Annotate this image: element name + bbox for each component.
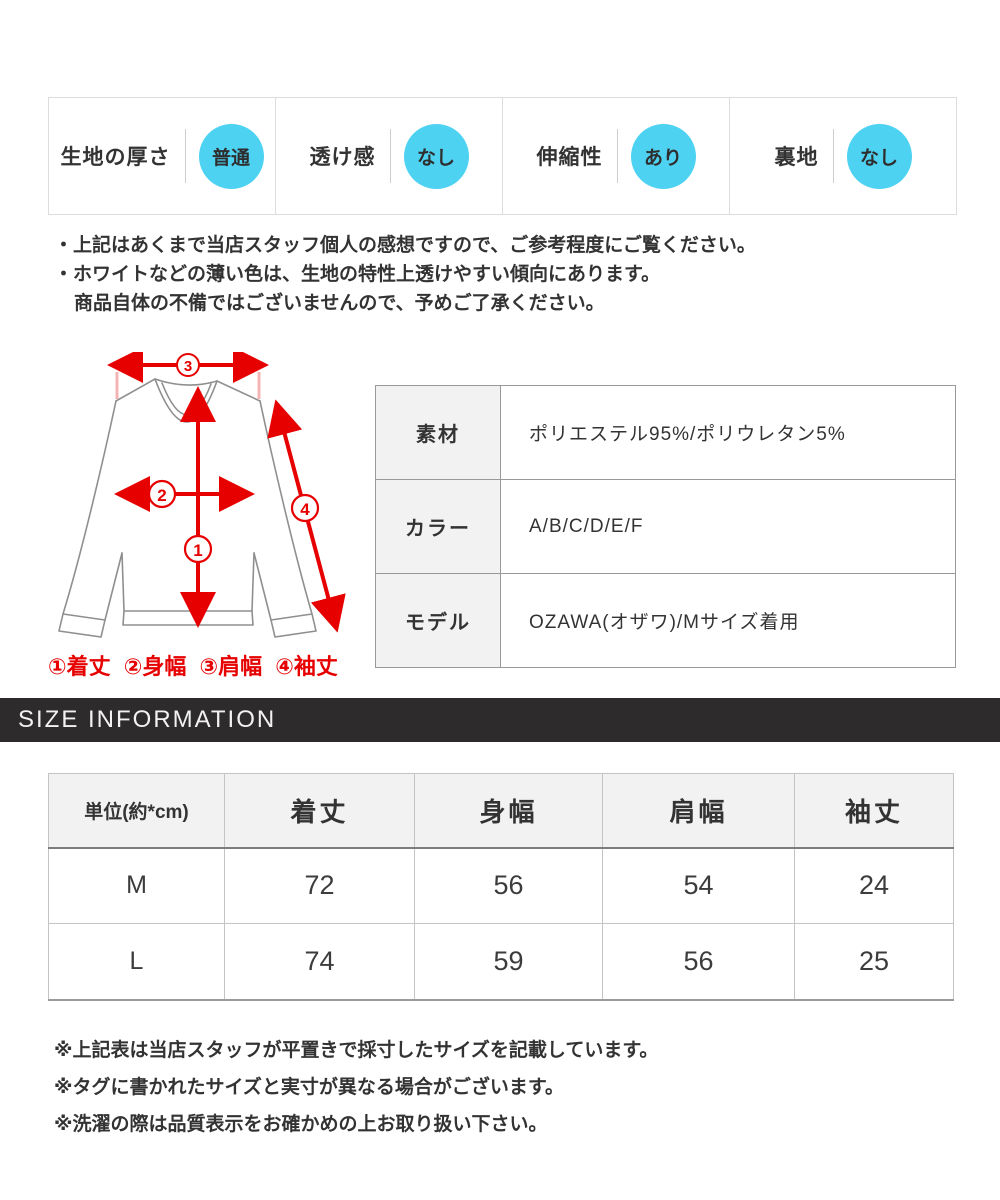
- fabric-thickness-cell: 生地の厚さ 普通: [49, 98, 275, 214]
- lining-value-badge: なし: [846, 123, 912, 189]
- color-value: A/B/C/D/E/F: [500, 479, 956, 574]
- size-m-body-width: 56: [414, 847, 603, 924]
- transparency-value-badge: なし: [403, 123, 469, 189]
- shirt-diagram-svg: 3 1 2 4: [58, 352, 346, 638]
- lining-cell: 裏地 なし: [729, 98, 956, 214]
- fabric-thickness-value-badge: 普通: [198, 123, 264, 189]
- transparency-label: 透け感: [309, 146, 376, 169]
- size-m-shoulder-width: 54: [602, 847, 795, 924]
- size-information-header-bar: SIZE INFORMATION: [0, 698, 1000, 742]
- legend-item-length: ①着丈: [48, 654, 111, 679]
- measurement-legend: ①着丈 ②身幅 ③肩幅 ④袖丈: [48, 649, 360, 681]
- stretch-label: 伸縮性: [536, 146, 603, 169]
- stretch-cell: 伸縮性 あり: [502, 98, 729, 214]
- material-label: 素材: [375, 385, 501, 480]
- note-line: ・上記はあくまで当店スタッフ個人の感想ですので、ご参考程度にご覧ください。: [54, 235, 756, 256]
- legend-item-body-width: ②身幅: [123, 654, 187, 679]
- unit-header: 単位(約*cm): [48, 773, 225, 849]
- garment-measurement-diagram: 3 1 2 4 ①着丈 ②身幅 ③肩幅 ④袖丈: [48, 352, 360, 681]
- divider: [616, 129, 618, 183]
- material-value: ポリエステル95%/ポリウレタン5%: [500, 385, 956, 480]
- shirt-outline: [58, 378, 317, 638]
- body-width-header: 身幅: [414, 773, 603, 849]
- spec-row-model: モデル OZAWA(オザワ)/Mサイズ着用: [375, 573, 956, 668]
- length-number: 1: [193, 541, 202, 560]
- disclaimer-line: ※タグに書かれたサイズと実寸が異なる場合がございます。: [54, 1077, 565, 1098]
- fabric-properties-table: 生地の厚さ 普通 透け感 なし 伸縮性 あり 裏地 なし: [48, 97, 957, 215]
- disclaimer-line: ※上記表は当店スタッフが平置きで採寸したサイズを記載しています。: [54, 1040, 659, 1061]
- size-m-sleeve-length: 24: [794, 847, 954, 924]
- note-line: ・ホワイトなどの薄い色は、生地の特性上透けやすい傾向にあります。: [54, 264, 661, 285]
- size-row-m: M 72 56 54 24: [48, 847, 954, 924]
- size-chart-table: 単位(約*cm) 着丈 身幅 肩幅 袖丈 M 72 56 54 24 L 74 …: [48, 773, 954, 1001]
- size-l-shoulder-width: 56: [602, 923, 795, 1001]
- fabric-thickness-label: 生地の厚さ: [60, 146, 171, 169]
- measurement-number-badges: 3 1 2 4: [147, 353, 320, 564]
- color-label: カラー: [375, 479, 501, 574]
- spec-row-material: 素材 ポリエステル95%/ポリウレタン5%: [375, 385, 956, 480]
- length-header: 着丈: [224, 773, 415, 849]
- sleeve-length-header: 袖丈: [794, 773, 954, 849]
- divider: [389, 129, 391, 183]
- shoulder-width-number: 3: [184, 358, 192, 375]
- model-value: OZAWA(オザワ)/Mサイズ着用: [500, 573, 956, 668]
- transparency-cell: 透け感 なし: [275, 98, 502, 214]
- product-spec-table: 素材 ポリエステル95%/ポリウレタン5% カラー A/B/C/D/E/F モデ…: [375, 385, 956, 668]
- size-table-header-row: 単位(約*cm) 着丈 身幅 肩幅 袖丈: [48, 773, 954, 849]
- model-label: モデル: [375, 573, 501, 668]
- size-m-label: M: [48, 847, 225, 924]
- size-l-label: L: [48, 923, 225, 1001]
- divider: [832, 129, 834, 183]
- staff-notes: ・上記はあくまで当店スタッフ個人の感想ですので、ご参考程度にご覧ください。 ・ホ…: [54, 231, 964, 318]
- legend-item-sleeve-length: ④袖丈: [275, 654, 338, 679]
- shoulder-width-header: 肩幅: [602, 773, 795, 849]
- size-l-length: 74: [224, 923, 415, 1001]
- lining-label: 裏地: [774, 146, 819, 169]
- sleeve-length-number: 4: [300, 500, 310, 519]
- size-row-l: L 74 59 56 25: [48, 923, 954, 1001]
- size-l-sleeve-length: 25: [794, 923, 954, 1001]
- body-width-number: 2: [157, 486, 166, 505]
- disclaimer-line: ※洗濯の際は品質表示をお確かめの上お取り扱い下さい。: [54, 1114, 548, 1135]
- legend-item-shoulder-width: ③肩幅: [199, 654, 263, 679]
- size-m-length: 72: [224, 847, 415, 924]
- stretch-value-badge: あり: [630, 123, 696, 189]
- spec-row-color: カラー A/B/C/D/E/F: [375, 479, 956, 574]
- size-information-title: SIZE INFORMATION: [18, 706, 277, 733]
- measurement-disclaimer-notes: ※上記表は当店スタッフが平置きで採寸したサイズを記載しています。 ※タグに書かれ…: [54, 1032, 658, 1143]
- note-line: 商品自体の不備ではございませんので、予めご了承ください。: [74, 293, 605, 314]
- divider: [184, 129, 186, 183]
- size-l-body-width: 59: [414, 923, 603, 1001]
